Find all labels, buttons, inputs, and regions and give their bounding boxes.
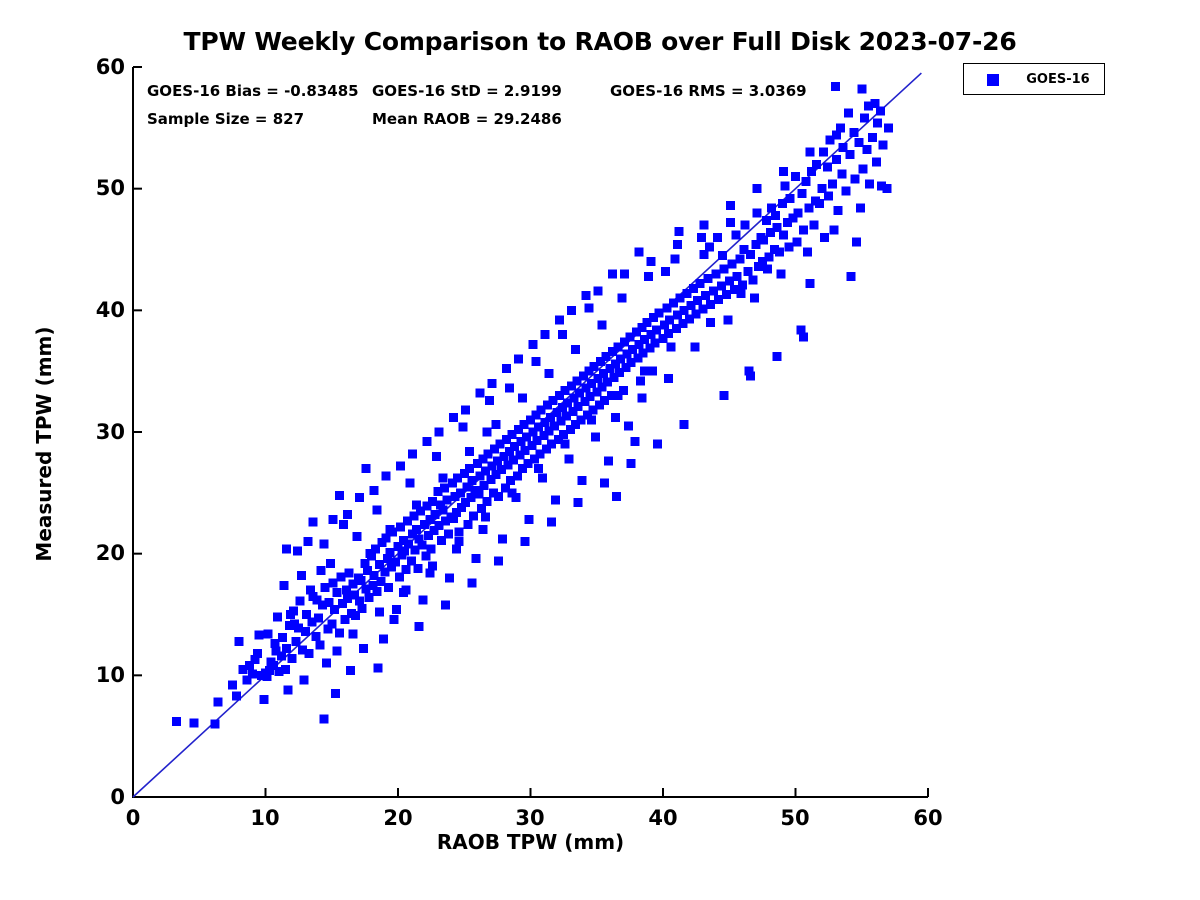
legend-box[interactable]: GOES-16 [963,63,1105,95]
stat-mean-raob: Mean RAOB = 29.2486 [372,110,562,128]
y-tick-0: 0 [110,785,125,809]
x-tick-0: 0 [125,806,141,830]
stat-sample-size: Sample Size = 827 [147,110,305,128]
scatter-points [172,81,893,729]
y-tick-50: 50 [95,176,125,200]
x-tick-60: 60 [913,806,943,830]
x-tick-20: 20 [383,806,413,830]
stat-std: GOES-16 StD = 2.9199 [372,82,562,100]
x-tick-30: 30 [515,806,545,830]
x-tick-10: 10 [250,806,280,830]
y-tick-20: 20 [95,541,125,565]
axis-tick-marks [133,66,929,797]
y-tick-60: 60 [95,55,125,79]
y-tick-30: 30 [95,420,125,444]
stat-rms: GOES-16 RMS = 3.0369 [610,82,807,100]
y-tick-10: 10 [95,663,125,687]
x-axis-label: RAOB TPW (mm) [436,830,625,854]
legend-marker-icon [987,74,999,86]
stat-bias: GOES-16 Bias = -0.83485 [147,82,359,100]
x-axis-ticks: 0 10 20 30 40 50 60 [0,806,1200,836]
x-tick-40: 40 [648,806,678,830]
chart-title: TPW Weekly Comparison to RAOB over Full … [183,27,1017,56]
y-tick-40: 40 [95,298,125,322]
x-tick-50: 50 [780,806,810,830]
legend-label: GOES-16 [1026,72,1090,87]
y-axis-ticks: 0 10 20 30 40 50 60 [55,0,125,900]
